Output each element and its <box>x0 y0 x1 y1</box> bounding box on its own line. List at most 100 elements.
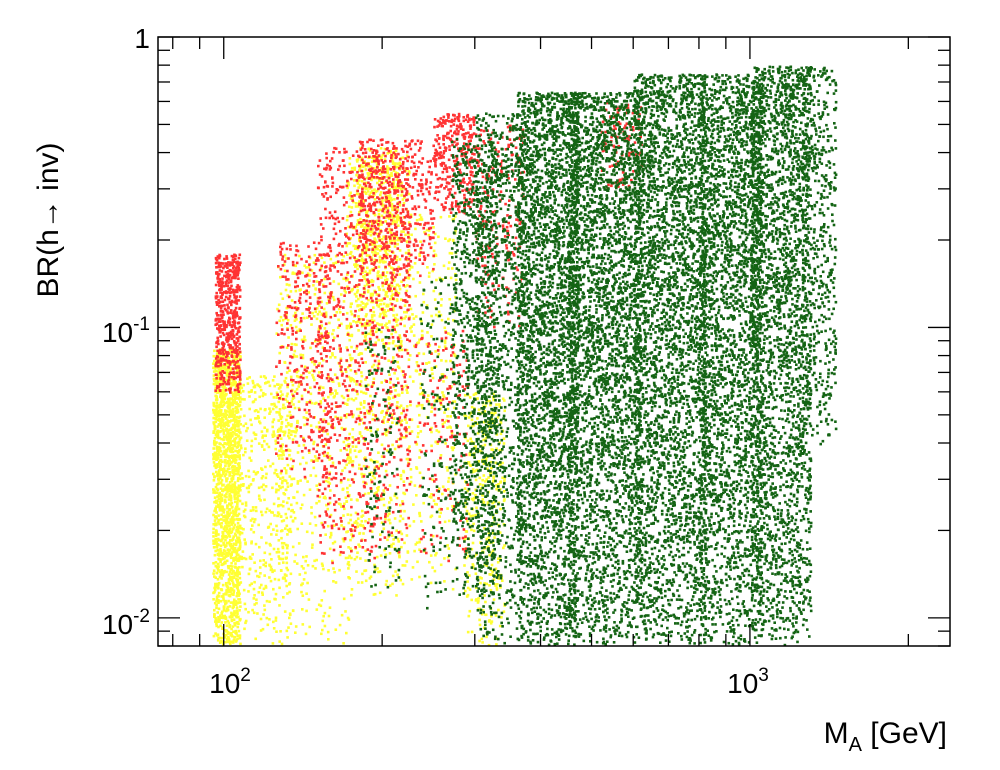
data-point <box>268 600 271 603</box>
data-point <box>237 365 240 368</box>
data-point <box>449 360 452 363</box>
data-point <box>301 522 304 525</box>
data-point <box>335 581 338 584</box>
data-point <box>236 606 239 609</box>
data-point <box>336 392 339 395</box>
data-point <box>350 251 353 254</box>
data-point <box>391 444 394 447</box>
data-point <box>270 511 273 514</box>
data-point <box>495 488 498 491</box>
data-point <box>314 254 317 257</box>
data-point <box>309 269 312 272</box>
data-point <box>254 417 257 420</box>
data-point <box>335 262 338 265</box>
data-point <box>397 162 400 165</box>
data-point <box>233 319 236 322</box>
data-point <box>381 338 384 341</box>
data-point <box>373 593 376 596</box>
data-point <box>501 579 504 582</box>
data-point <box>269 523 272 526</box>
data-point <box>219 576 222 579</box>
data-point <box>451 267 454 270</box>
data-point <box>275 593 278 596</box>
data-point <box>350 302 353 305</box>
data-point <box>431 406 434 409</box>
data-point <box>390 197 393 200</box>
data-point <box>249 568 252 571</box>
data-point <box>270 403 273 406</box>
data-point <box>355 456 358 459</box>
data-point <box>238 573 241 576</box>
data-point <box>339 624 342 627</box>
data-point <box>243 538 246 541</box>
data-point <box>388 519 391 522</box>
data-point <box>357 298 360 301</box>
data-point <box>450 277 453 280</box>
data-point <box>396 299 399 302</box>
data-point <box>271 426 274 429</box>
data-point <box>212 362 215 365</box>
data-point <box>392 356 395 359</box>
data-point <box>255 510 258 513</box>
data-point <box>488 554 491 557</box>
data-point <box>234 470 237 473</box>
data-point <box>266 508 269 511</box>
data-point <box>282 576 285 579</box>
data-point <box>426 266 429 269</box>
data-point <box>475 507 478 510</box>
data-point <box>230 499 233 502</box>
data-point <box>216 546 219 549</box>
data-point <box>354 558 357 561</box>
data-point <box>285 574 288 577</box>
data-point <box>282 500 285 503</box>
data-point <box>241 477 244 480</box>
data-point <box>416 219 419 222</box>
data-point <box>315 524 318 527</box>
data-point <box>223 304 226 307</box>
data-point <box>216 446 219 449</box>
data-point <box>386 304 389 307</box>
data-point <box>321 257 324 260</box>
data-point <box>438 353 441 356</box>
data-point <box>212 572 215 575</box>
data-point <box>273 418 276 421</box>
data-point <box>379 259 382 262</box>
data-point <box>301 608 304 611</box>
data-point <box>227 636 230 639</box>
data-point <box>287 569 290 572</box>
data-point <box>232 625 235 628</box>
data-point <box>499 625 502 628</box>
data-point <box>350 498 353 501</box>
data-point <box>378 213 381 216</box>
data-point <box>419 472 422 475</box>
data-point <box>364 559 367 562</box>
data-point <box>370 234 373 237</box>
data-point <box>236 372 239 375</box>
data-point <box>234 562 237 565</box>
data-point <box>503 480 506 483</box>
data-point <box>232 276 235 279</box>
data-point <box>226 507 229 510</box>
data-point <box>434 298 437 301</box>
data-point <box>346 215 349 218</box>
data-point <box>463 564 466 567</box>
data-point <box>218 351 221 354</box>
data-point <box>247 470 250 473</box>
data-point <box>219 409 222 412</box>
data-point <box>315 426 318 429</box>
data-point <box>343 397 346 400</box>
data-point <box>389 584 392 587</box>
data-point <box>362 275 365 278</box>
data-point <box>237 434 240 437</box>
data-point <box>302 623 305 626</box>
data-point <box>290 573 293 576</box>
data-point <box>349 306 352 309</box>
data-point <box>473 530 476 533</box>
data-point <box>225 521 228 524</box>
data-point <box>366 187 369 190</box>
data-point <box>224 398 227 401</box>
data-point <box>387 359 390 362</box>
data-point <box>278 539 281 542</box>
data-point <box>224 501 227 504</box>
data-point <box>422 293 425 296</box>
